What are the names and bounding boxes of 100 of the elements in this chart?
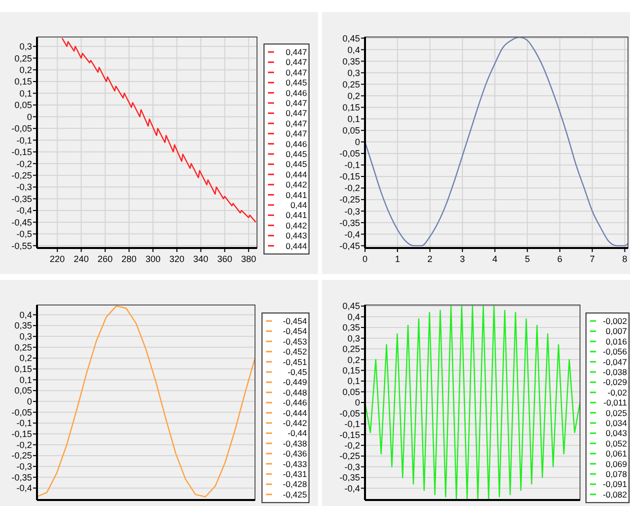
x-tick-label: 7 (590, 254, 595, 264)
y-tick-label: 0,3 (347, 68, 360, 78)
y-tick-label: 0 (26, 396, 32, 407)
y-tick-label: 0,1 (347, 114, 360, 124)
text: 0,446 (286, 138, 308, 149)
x-tick-label: 340 (193, 254, 208, 264)
y-tick-label: -0,25 (11, 170, 32, 180)
y-tick-label: 0,4 (347, 44, 360, 55)
text: 0,447 (286, 108, 308, 118)
text: -0,454 (282, 316, 308, 326)
line-series (37, 305, 255, 498)
y-tick-label: -0,15 (339, 172, 360, 182)
y-tick-label: -0,05 (11, 407, 32, 418)
y-tick-label: 0,1 (347, 376, 360, 386)
text: 0,069 (606, 458, 628, 469)
text: 0,441 (286, 190, 308, 200)
y-tick-label: -0,1 (16, 135, 32, 146)
y-tick-label: 0,15 (14, 76, 32, 87)
text: -0,438 (282, 438, 308, 448)
x-tick-label: 220 (50, 254, 65, 264)
text: -0,446 (282, 398, 308, 408)
y-tick-label: 0,25 (342, 344, 360, 354)
text: -0,444 (282, 408, 308, 418)
y-tick-label: 0,35 (14, 320, 32, 331)
text: -0,038 (602, 366, 628, 377)
y-tick-label: 0,25 (14, 53, 32, 64)
text: -0,431 (282, 468, 308, 479)
x-tick-label: 1 (394, 254, 400, 264)
text: -0,428 (282, 479, 308, 490)
y-tick-label: 0,05 (342, 386, 360, 397)
x-tick-label: 0 (362, 254, 368, 264)
text: -0,442 (282, 418, 308, 428)
text: -0,029 (602, 377, 628, 388)
y-tick-label: 0,3 (347, 333, 360, 344)
y-tick-label: -0,05 (339, 148, 360, 159)
y-tick-label: 0,2 (347, 90, 360, 101)
text: 0,061 (606, 448, 628, 459)
y-tick-label: 0,4 (347, 312, 360, 322)
y-tick-label: 0,3 (19, 332, 32, 342)
x-tick-label: 300 (145, 254, 160, 264)
text: -0,452 (282, 346, 308, 357)
text: 0,034 (606, 418, 628, 428)
text: -0,091 (602, 479, 628, 490)
y-tick-label: 0 (354, 137, 360, 148)
text: 0,007 (606, 326, 628, 336)
y-tick-label: 0,15 (14, 364, 32, 374)
text: -0,45 (288, 366, 308, 377)
text: 0,447 (286, 67, 308, 78)
y-tick-label: -0,55 (11, 240, 32, 251)
y-tick-label: 0,35 (342, 56, 360, 66)
text: 0,441 (286, 210, 308, 220)
text: 0,445 (286, 148, 308, 159)
x-tick-label: 3 (460, 254, 465, 264)
y-tick-label: 0,1 (19, 88, 32, 98)
y-tick-label: -0,5 (16, 229, 32, 240)
text: 0,442 (286, 180, 308, 190)
text: -0,047 (602, 356, 628, 367)
text: 0,447 (286, 128, 308, 139)
x-tick-label: 8 (622, 254, 628, 264)
y-tick-label: -0,15 (11, 429, 32, 440)
y-tick-label: 0,2 (19, 64, 32, 75)
text: 0,442 (286, 220, 308, 230)
text: -0,011 (604, 398, 628, 408)
x-tick-label: 6 (557, 254, 562, 264)
y-tick-label: -0,4 (16, 483, 32, 494)
text: -0,425 (282, 489, 308, 500)
y-tick-label: -0,1 (16, 418, 32, 428)
y-tick-label: 0,05 (14, 100, 32, 110)
text: 0,443 (286, 230, 308, 241)
text: 0,052 (606, 438, 628, 448)
line-series (62, 38, 256, 223)
y-tick-label: 0,05 (342, 126, 360, 136)
y-tick-label: 0,45 (342, 301, 360, 312)
text: 0,447 (286, 118, 308, 128)
text: -0,453 (282, 336, 308, 346)
y-tick-label: -0,15 (11, 147, 32, 158)
y-tick-label: 0 (354, 398, 360, 408)
y-tick-label: 0,25 (14, 342, 32, 352)
text: 0,44 (290, 200, 308, 210)
y-tick-label: -0,05 (11, 124, 32, 134)
text: 0,447 (286, 46, 308, 57)
text: -0,056 (602, 346, 628, 357)
y-tick-label: -0,1 (344, 160, 360, 170)
y-tick-label: 0 (26, 112, 32, 122)
y-tick-label: 0,2 (347, 354, 360, 365)
y-tick-label: 0,15 (342, 366, 360, 376)
y-tick-label: -0,4 (16, 206, 32, 216)
y-tick-label: -0,3 (344, 206, 360, 216)
y-tick-label: 0,4 (19, 310, 32, 320)
text: 0,447 (286, 57, 308, 68)
x-tick-label: 5 (524, 254, 530, 264)
y-tick-label: -0,3 (344, 462, 360, 472)
x-tick-label: 260 (98, 254, 113, 264)
y-tick-label: -0,35 (339, 218, 360, 228)
text: 0,078 (606, 468, 628, 479)
y-tick-label: 0,25 (342, 79, 360, 90)
text: 0,445 (286, 78, 308, 88)
x-tick-label: 2 (427, 254, 432, 264)
text: 0,444 (286, 169, 308, 180)
y-tick-label: -0,2 (344, 440, 360, 451)
